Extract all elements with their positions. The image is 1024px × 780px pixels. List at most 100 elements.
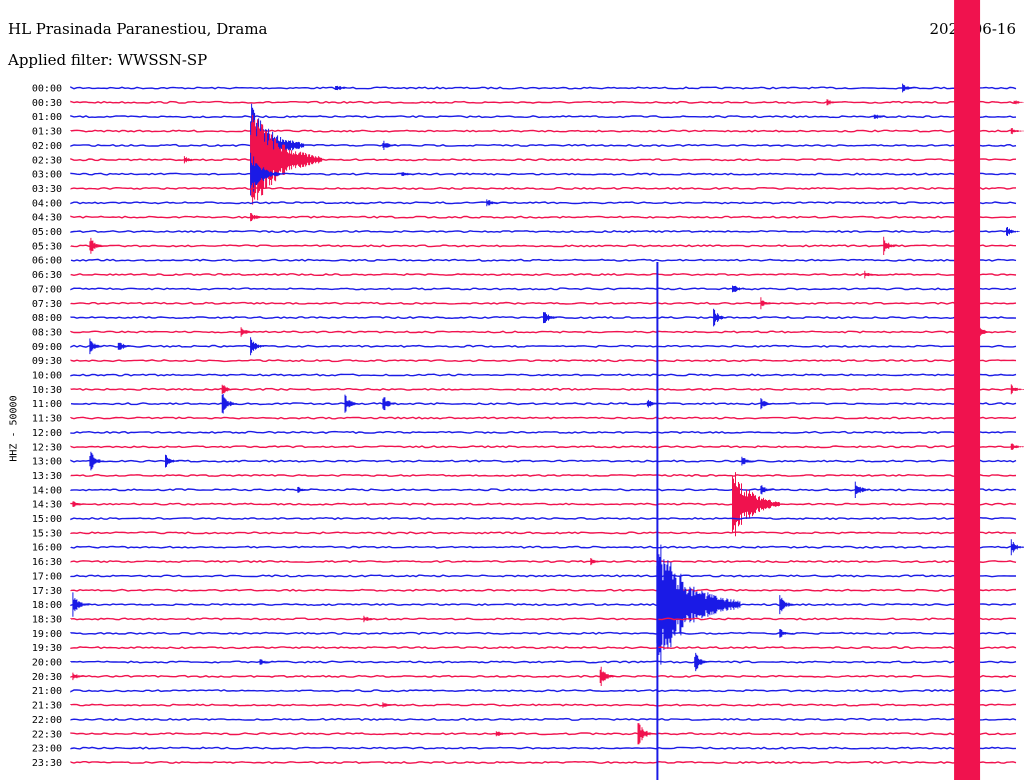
- trace-line: [70, 344, 1017, 348]
- time-tick-label: 23:30: [32, 758, 62, 769]
- trace-line: [70, 660, 1017, 664]
- seismic-event: [89, 237, 104, 254]
- trace-line: [70, 430, 1017, 434]
- filter-label: Applied filter: WWSSN-SP: [8, 51, 208, 69]
- trace-line: [70, 402, 1017, 406]
- seismic-event: [599, 666, 615, 686]
- time-tick-label: 19:30: [32, 643, 62, 654]
- seismic-event: [221, 384, 236, 394]
- time-tick-label: 10:00: [32, 371, 62, 382]
- seismic-event: [779, 595, 795, 615]
- seismic-event: [495, 731, 510, 737]
- trace-line: [70, 545, 1017, 549]
- trace-line: [70, 473, 1017, 477]
- seismic-event: [646, 399, 661, 408]
- seismic-event: [760, 398, 775, 410]
- time-tick-label: 18:00: [32, 600, 62, 611]
- trace-line: [70, 588, 1017, 592]
- trace-line: [70, 732, 1017, 736]
- time-tick-label: 03:30: [32, 184, 62, 195]
- seismic-event: [250, 114, 323, 205]
- seismic-event: [344, 394, 359, 413]
- seismic-event: [637, 723, 655, 745]
- large-earthquake-band: [954, 0, 981, 780]
- seismic-event: [1010, 539, 1024, 556]
- seismic-event: [873, 114, 888, 119]
- seismic-event: [741, 456, 756, 466]
- time-tick-label: 00:30: [32, 98, 62, 109]
- time-tick-label: 23:00: [32, 744, 62, 755]
- seismic-event: [382, 702, 397, 708]
- trace-line: [70, 631, 1017, 635]
- trace-line: [70, 516, 1017, 521]
- time-tick-label: 05:00: [32, 227, 62, 238]
- time-tick-label: 21:00: [32, 686, 62, 697]
- seismic-event: [883, 236, 898, 255]
- seismic-event: [382, 397, 397, 411]
- seismic-event: [543, 312, 557, 324]
- time-tick-label: 19:00: [32, 629, 62, 640]
- trace-line: [70, 646, 1017, 650]
- trace-line: [70, 201, 1017, 205]
- trace-line: [70, 689, 1017, 693]
- seismic-event: [977, 325, 992, 339]
- seismic-event: [760, 485, 775, 495]
- trace-line: [70, 445, 1017, 449]
- time-tick-label: 22:00: [32, 715, 62, 726]
- seismic-event: [165, 454, 179, 468]
- seismic-event: [1010, 443, 1024, 450]
- seismic-event: [760, 297, 775, 310]
- time-tick-label: 10:30: [32, 385, 62, 396]
- time-tick-label: 07:30: [32, 299, 62, 310]
- time-tick-label: 01:30: [32, 127, 62, 138]
- time-tick-label: 07:00: [32, 284, 62, 295]
- seismic-event: [486, 199, 501, 207]
- seismic-event: [732, 472, 780, 537]
- time-tick-label: 09:00: [32, 342, 62, 353]
- trace-line: [70, 86, 1017, 90]
- time-tick-label: 21:30: [32, 701, 62, 712]
- trace-line: [70, 674, 1017, 678]
- trace-line: [70, 157, 1017, 162]
- time-tick-label: 12:30: [32, 442, 62, 453]
- time-tick-label: 20:00: [32, 658, 62, 669]
- seismic-event: [826, 99, 841, 106]
- trace-line: [70, 301, 1017, 305]
- time-tick-label: 14:00: [32, 485, 62, 496]
- seismic-event: [401, 172, 416, 176]
- time-tick-label: 06:00: [32, 256, 62, 267]
- time-tick-label: 20:30: [32, 672, 62, 683]
- trace-line: [70, 287, 1017, 291]
- trace-line: [70, 172, 1017, 176]
- trace-line: [70, 316, 1017, 320]
- seismic-event: [117, 342, 132, 350]
- trace-line: [70, 330, 1017, 334]
- time-tick-label: 17:00: [32, 571, 62, 582]
- trace-line: [70, 373, 1017, 377]
- trace-line: [70, 387, 1017, 391]
- time-tick-label: 03:00: [32, 170, 62, 181]
- time-tick-label: 16:30: [32, 557, 62, 568]
- seismic-event: [89, 451, 105, 471]
- trace-line: [70, 129, 1017, 133]
- seismic-event: [382, 140, 397, 150]
- seismic-event: [335, 85, 350, 91]
- time-tick-label: 15:00: [32, 514, 62, 525]
- time-tick-label: 18:30: [32, 614, 62, 625]
- time-tick-label: 11:30: [32, 414, 62, 425]
- seismic-event: [779, 629, 794, 638]
- seismic-event: [590, 558, 605, 566]
- time-tick-label: 13:00: [32, 457, 62, 468]
- trace-line: [70, 143, 1017, 147]
- trace-line: [70, 617, 1017, 621]
- seismic-event: [240, 327, 255, 337]
- trace-line: [70, 273, 1017, 277]
- time-tick-label: 08:30: [32, 327, 62, 338]
- seismic-event: [864, 270, 879, 279]
- time-tick-label: 04:30: [32, 213, 62, 224]
- seismic-event: [72, 592, 90, 617]
- time-tick-label: 01:00: [32, 112, 62, 123]
- seismic-event: [854, 481, 869, 498]
- time-tick-label: 05:30: [32, 241, 62, 252]
